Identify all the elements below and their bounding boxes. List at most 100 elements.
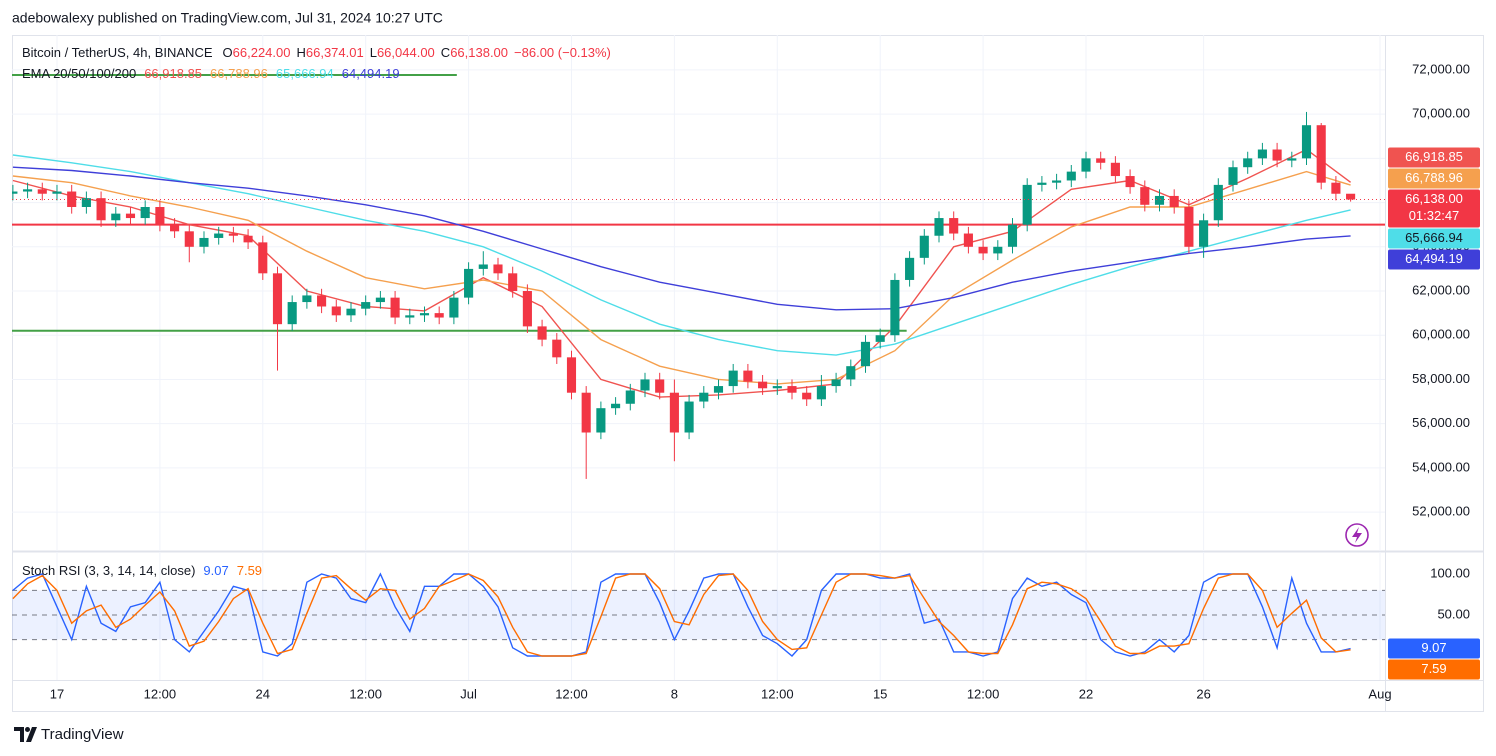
ema-line bbox=[12, 166, 1351, 311]
candle-body bbox=[758, 381, 768, 389]
price-tag bbox=[1388, 147, 1480, 168]
alert-icon[interactable] bbox=[1345, 523, 1369, 547]
candle-body bbox=[640, 379, 650, 391]
x-tick-label: 17 bbox=[50, 686, 64, 701]
candle-body bbox=[1140, 187, 1150, 205]
publisher-line: adebowalexy published on TradingView.com… bbox=[12, 10, 443, 26]
ohlc-value: 66,374.01 bbox=[306, 45, 364, 60]
candle-body bbox=[1272, 149, 1282, 161]
candle-body bbox=[978, 246, 988, 254]
candle-body bbox=[111, 213, 121, 221]
candle-body bbox=[1199, 220, 1209, 247]
labels-layer: 17 12:00 24 12:00 Jul 12:00 8 12:00 15 12:00 22 26 A… bbox=[22, 45, 1480, 701]
candle-body bbox=[1081, 158, 1091, 172]
candle-body bbox=[1184, 207, 1194, 247]
price-tag bbox=[1388, 168, 1480, 189]
candle-body bbox=[1125, 176, 1135, 188]
candle-body bbox=[390, 297, 400, 318]
stoch-line bbox=[12, 573, 1351, 657]
ohlc-value: 66,224.00 bbox=[233, 45, 291, 60]
y-tick-label: 100.00 bbox=[1430, 565, 1470, 580]
y-tick-label: 52,000.00 bbox=[1412, 504, 1470, 519]
candle-body bbox=[464, 268, 474, 298]
candle-body bbox=[302, 295, 312, 303]
y-tick-label: 60,000.00 bbox=[1412, 327, 1470, 342]
candle-body bbox=[963, 233, 973, 247]
candle-body bbox=[860, 341, 871, 367]
ema-legend-label: EMA 20/50/100/200 bbox=[22, 66, 136, 81]
candle-body bbox=[1052, 180, 1062, 183]
candle-body bbox=[155, 207, 165, 225]
candle-body bbox=[1169, 195, 1179, 207]
candle-body bbox=[1213, 184, 1223, 221]
candle-body bbox=[684, 401, 694, 433]
candle-body bbox=[846, 366, 856, 380]
candle-body bbox=[1346, 193, 1356, 200]
price-tag-label: 66,788.96 bbox=[1405, 170, 1463, 185]
symbol-title: Bitcoin / TetherUS, 4h, BINANCE bbox=[22, 45, 213, 60]
candle-body bbox=[655, 379, 665, 393]
candle-body bbox=[23, 189, 33, 192]
candle-body bbox=[199, 237, 209, 247]
candle-body bbox=[816, 386, 826, 400]
x-tick-label: 12:00 bbox=[349, 686, 382, 701]
price-tag bbox=[1388, 249, 1480, 270]
y-tick-label: 50.00 bbox=[1437, 606, 1470, 621]
candle-body bbox=[361, 302, 371, 309]
y-tick-label: 58,000.00 bbox=[1412, 371, 1470, 386]
candle-body bbox=[596, 408, 606, 433]
x-tick-label: 12:00 bbox=[555, 686, 588, 701]
candle-body bbox=[37, 189, 47, 194]
candle-body bbox=[258, 242, 268, 274]
candle-body bbox=[272, 273, 283, 325]
price-tag-label: 65,666.94 bbox=[1405, 230, 1463, 245]
candle-body bbox=[1066, 171, 1076, 181]
candle-body bbox=[949, 218, 959, 234]
candle-body bbox=[96, 198, 106, 221]
symbol-legend: Bitcoin / TetherUS, 4h, BINANCE O66,224.0… bbox=[22, 45, 611, 60]
ohlc-key: H bbox=[296, 45, 305, 60]
candle-body bbox=[625, 390, 635, 404]
price-tag bbox=[1388, 228, 1480, 249]
ohlc-value: 66,138.00 bbox=[450, 45, 508, 60]
candle-body bbox=[81, 198, 91, 207]
candle-body bbox=[434, 313, 444, 318]
price-change: −86.00 (−0.13%) bbox=[514, 45, 611, 60]
candle-body bbox=[478, 264, 488, 269]
price-tag-label: 7.59 bbox=[1421, 661, 1446, 676]
candle-body bbox=[228, 233, 238, 236]
candle-body bbox=[537, 326, 547, 340]
candle-body bbox=[1243, 158, 1253, 168]
candle-body bbox=[1154, 195, 1165, 205]
x-tick-label: Aug bbox=[1368, 686, 1391, 701]
ema-line bbox=[12, 170, 1351, 385]
ohlc-key: C bbox=[441, 45, 450, 60]
candle-body bbox=[1331, 182, 1341, 194]
chart-frame bbox=[12, 35, 1484, 712]
candle-body bbox=[772, 386, 782, 389]
candle-body bbox=[1257, 149, 1267, 159]
ohlc-key: L bbox=[370, 45, 377, 60]
x-tick-label: 15 bbox=[873, 686, 887, 701]
candle-body bbox=[1037, 182, 1047, 185]
candle-body bbox=[1316, 125, 1326, 183]
ema-legend-value: 64,494.19 bbox=[342, 66, 400, 81]
x-tick-label: 22 bbox=[1079, 686, 1093, 701]
candle-body bbox=[243, 235, 253, 243]
candle-body bbox=[552, 339, 562, 358]
candle-body bbox=[566, 357, 577, 393]
candle-body bbox=[699, 392, 709, 402]
stoch-legend-value: 7.59 bbox=[237, 563, 262, 578]
x-tick-label: Jul bbox=[460, 686, 477, 701]
stoch-pane bbox=[12, 572, 1385, 657]
candle-body bbox=[934, 218, 944, 236]
candle-body bbox=[405, 315, 415, 318]
candle-body bbox=[140, 207, 150, 219]
y-tick-label: 54,000.00 bbox=[1412, 459, 1470, 474]
candle-body bbox=[1110, 162, 1120, 177]
y-tick-label: 72,000.00 bbox=[1412, 61, 1470, 76]
candle-body bbox=[993, 246, 1003, 254]
y-tick-label: 62,000.00 bbox=[1412, 282, 1470, 297]
